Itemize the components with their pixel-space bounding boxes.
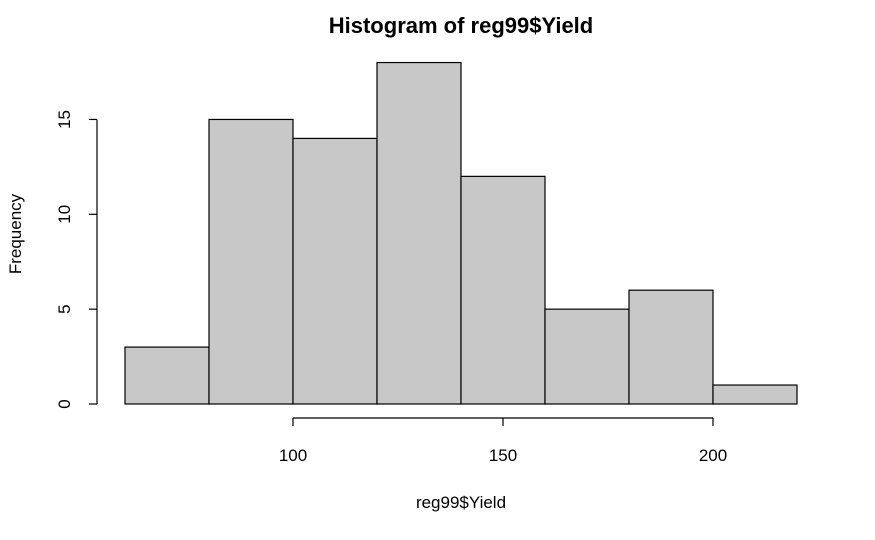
chart-title: Histogram of reg99$Yield xyxy=(329,13,593,38)
y-tick-label-10: 10 xyxy=(55,205,74,224)
histogram-bar-1 xyxy=(208,118,294,405)
histogram-bar-4 xyxy=(460,175,546,405)
y-tick-label-0: 0 xyxy=(55,399,74,408)
histogram-bar-7 xyxy=(712,384,798,405)
histogram-bar-2 xyxy=(292,137,378,405)
histogram-bar-3 xyxy=(376,61,462,405)
x-tick-label-150: 150 xyxy=(489,446,517,465)
x-axis-label: reg99$Yield xyxy=(416,493,506,512)
y-axis-label: Frequency xyxy=(6,193,25,274)
y-tick-label-15: 15 xyxy=(55,110,74,129)
histogram-bar-5 xyxy=(544,308,630,405)
y-tick-label-5: 5 xyxy=(55,304,74,313)
y-axis: 0 5 10 15 xyxy=(55,110,98,409)
histogram-bar-6 xyxy=(628,289,714,405)
bars-group xyxy=(124,61,798,405)
histogram-bar-0 xyxy=(124,346,210,405)
x-tick-label-200: 200 xyxy=(699,446,727,465)
x-tick-label-100: 100 xyxy=(279,446,307,465)
x-axis: 100 150 200 xyxy=(279,417,727,465)
